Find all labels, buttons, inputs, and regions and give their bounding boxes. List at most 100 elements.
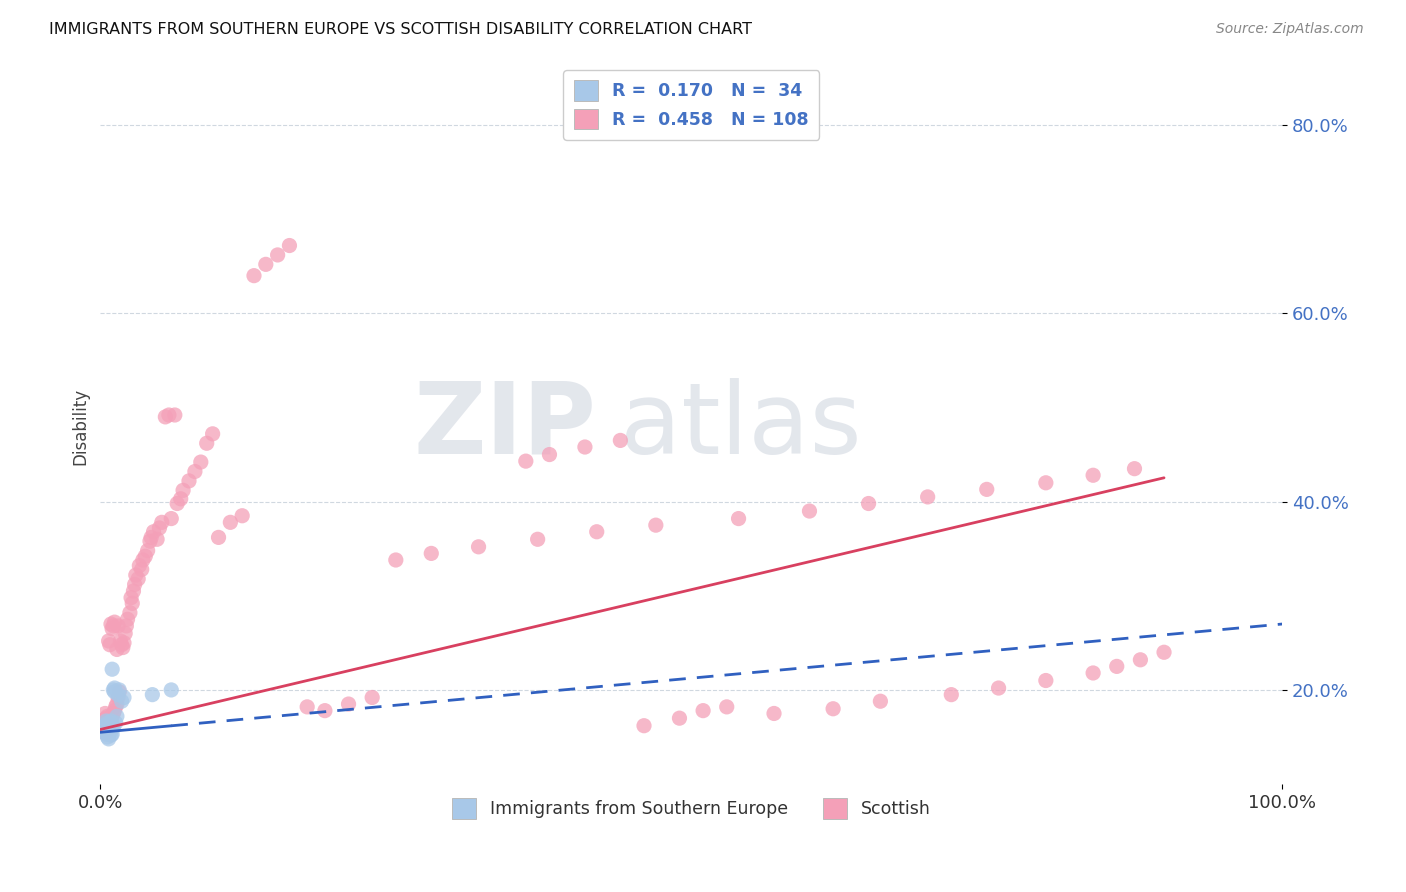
Point: [858, 496, 880, 510]
Point: [869, 694, 891, 708]
Point: [91, 719, 114, 733]
Point: [103, 685, 125, 699]
Point: [103, 681, 125, 695]
Point: [121, 596, 143, 610]
Point: [337, 697, 360, 711]
Point: [160, 511, 183, 525]
Point: [219, 516, 242, 530]
Point: [97, 731, 120, 746]
Point: [103, 721, 125, 735]
Point: [93, 723, 115, 737]
Point: [1153, 645, 1175, 659]
Point: [94, 725, 117, 739]
Point: [118, 606, 141, 620]
Point: [93, 713, 115, 727]
Point: [177, 474, 200, 488]
Point: [100, 714, 122, 728]
Point: [644, 518, 666, 533]
Point: [110, 634, 132, 648]
Point: [97, 721, 120, 735]
Point: [207, 530, 229, 544]
Point: [692, 704, 714, 718]
Point: [96, 725, 118, 739]
Point: [103, 706, 125, 721]
Point: [97, 634, 120, 648]
Point: [201, 426, 224, 441]
Point: [163, 408, 186, 422]
Point: [94, 706, 117, 721]
Point: [90, 723, 112, 737]
Point: [941, 688, 963, 702]
Point: [184, 465, 207, 479]
Point: [96, 721, 118, 735]
Point: [101, 622, 124, 636]
Point: [141, 688, 163, 702]
Point: [107, 688, 129, 702]
Point: [96, 709, 118, 723]
Point: [93, 719, 115, 733]
Point: [100, 723, 122, 737]
Point: [295, 699, 318, 714]
Point: [112, 690, 135, 705]
Point: [91, 723, 114, 738]
Point: [103, 619, 125, 633]
Point: [101, 709, 124, 723]
Point: [98, 718, 121, 732]
Point: [609, 434, 631, 448]
Text: atlas: atlas: [620, 378, 862, 475]
Point: [104, 715, 127, 730]
Point: [361, 690, 384, 705]
Point: [94, 719, 117, 733]
Point: [278, 238, 301, 252]
Point: [146, 533, 169, 547]
Point: [111, 640, 134, 655]
Point: [104, 699, 127, 714]
Point: [799, 504, 821, 518]
Point: [166, 496, 188, 510]
Point: [96, 715, 118, 730]
Point: [170, 491, 193, 506]
Point: [101, 662, 124, 676]
Point: [96, 727, 118, 741]
Point: [987, 681, 1010, 695]
Point: [97, 718, 120, 732]
Point: [96, 723, 118, 737]
Point: [112, 636, 135, 650]
Point: [136, 543, 159, 558]
Point: [266, 248, 288, 262]
Point: [96, 711, 118, 725]
Point: [254, 257, 277, 271]
Point: [1105, 659, 1128, 673]
Point: [190, 455, 212, 469]
Point: [160, 682, 183, 697]
Point: [107, 690, 129, 705]
Point: [97, 725, 120, 739]
Point: [150, 516, 173, 530]
Point: [111, 638, 134, 652]
Point: [98, 715, 121, 730]
Point: [172, 483, 194, 498]
Point: [128, 558, 150, 573]
Point: [157, 408, 180, 422]
Point: [96, 730, 118, 744]
Point: [1123, 461, 1146, 475]
Point: [117, 612, 139, 626]
Point: [1129, 653, 1152, 667]
Point: [101, 719, 124, 733]
Point: [122, 584, 145, 599]
Point: [105, 642, 128, 657]
Point: [98, 725, 121, 739]
Point: [385, 553, 408, 567]
Y-axis label: Disability: Disability: [72, 388, 89, 465]
Point: [124, 577, 146, 591]
Text: ZIP: ZIP: [413, 378, 596, 475]
Point: [139, 534, 162, 549]
Point: [125, 568, 148, 582]
Point: [526, 533, 548, 547]
Point: [633, 719, 655, 733]
Point: [100, 728, 122, 742]
Point: [105, 709, 128, 723]
Point: [917, 490, 939, 504]
Point: [132, 553, 155, 567]
Point: [101, 727, 124, 741]
